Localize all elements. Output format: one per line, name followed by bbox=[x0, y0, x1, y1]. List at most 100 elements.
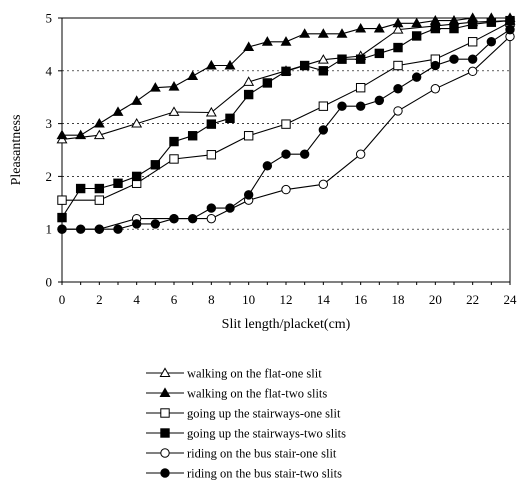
data-point-circle bbox=[281, 184, 291, 195]
data-point-square bbox=[169, 136, 179, 147]
data-point-circle bbox=[486, 37, 497, 47]
x-tick-label: 4 bbox=[133, 292, 140, 307]
series-3 bbox=[57, 17, 515, 205]
data-point-circle bbox=[169, 213, 179, 224]
y-tick-label: 0 bbox=[46, 275, 53, 290]
data-point-square bbox=[262, 78, 273, 88]
legend-item: going up the stairways-one slit bbox=[146, 407, 341, 421]
data-point-square bbox=[243, 89, 254, 100]
legend-label: riding on the bus stair-one slit bbox=[187, 447, 337, 461]
data-point-triangle bbox=[205, 59, 217, 70]
series-6 bbox=[57, 24, 515, 234]
data-point-square bbox=[131, 171, 142, 182]
data-point-triangle bbox=[243, 76, 255, 86]
x-tick-label: 0 bbox=[59, 292, 66, 307]
series-line bbox=[62, 21, 511, 201]
x-tick-label: 22 bbox=[466, 292, 479, 307]
data-point-triangle bbox=[392, 24, 404, 34]
legend-label: walking on the flat-two slits bbox=[187, 387, 327, 401]
data-point-square bbox=[430, 23, 441, 34]
x-tick-label: 12 bbox=[280, 292, 293, 307]
y-tick-label: 1 bbox=[46, 222, 53, 237]
series-line bbox=[62, 17, 510, 136]
data-point-triangle bbox=[93, 117, 105, 128]
data-point-square bbox=[467, 37, 478, 47]
data-point-square bbox=[411, 31, 422, 41]
data-point-square bbox=[355, 82, 366, 93]
data-point-triangle bbox=[159, 367, 171, 377]
series-line bbox=[62, 29, 511, 230]
data-point-circle bbox=[160, 468, 170, 478]
data-point-circle bbox=[281, 149, 291, 159]
data-point-square bbox=[94, 195, 105, 205]
x-tick-label: 24 bbox=[504, 292, 518, 307]
x-axis-title: Slit length/placket(cm) bbox=[222, 317, 351, 332]
data-point-square bbox=[169, 154, 179, 164]
data-point-circle bbox=[206, 203, 217, 213]
data-point-circle bbox=[225, 203, 235, 213]
data-point-square bbox=[94, 183, 105, 194]
data-point-square bbox=[206, 150, 217, 160]
legend-item: riding on the bus stair-one slit bbox=[146, 447, 337, 461]
data-point-triangle bbox=[168, 106, 180, 116]
data-point-circle bbox=[318, 179, 329, 190]
data-point-triangle bbox=[317, 54, 329, 64]
y-tick-label: 3 bbox=[46, 116, 53, 131]
x-tick-label: 14 bbox=[317, 292, 331, 307]
data-point-circle bbox=[94, 224, 105, 234]
data-point-circle bbox=[355, 101, 366, 111]
data-point-square bbox=[299, 60, 310, 71]
data-point-square bbox=[318, 101, 329, 111]
data-point-square bbox=[281, 119, 291, 129]
data-point-circle bbox=[355, 149, 366, 159]
data-point-square bbox=[225, 113, 235, 124]
legend-item: walking on the flat-two slits bbox=[146, 387, 327, 401]
data-point-square bbox=[113, 178, 123, 188]
data-point-circle bbox=[113, 224, 123, 234]
data-point-triangle bbox=[355, 22, 367, 33]
data-point-circle bbox=[299, 149, 310, 159]
data-point-square bbox=[281, 66, 291, 77]
data-point-triangle bbox=[75, 129, 87, 140]
y-tick-label: 4 bbox=[46, 63, 53, 78]
data-point-circle bbox=[318, 125, 329, 135]
data-point-square bbox=[57, 195, 67, 205]
data-point-square bbox=[486, 17, 497, 27]
data-point-triangle bbox=[243, 41, 255, 51]
series-2 bbox=[56, 12, 516, 140]
data-point-triangle bbox=[56, 129, 68, 140]
series-group bbox=[56, 12, 516, 234]
data-point-square bbox=[243, 131, 254, 141]
legend-label: riding on the bus stair-two slits bbox=[187, 467, 342, 481]
data-point-square bbox=[337, 54, 347, 64]
data-point-square bbox=[57, 212, 67, 223]
data-point-square bbox=[75, 183, 86, 194]
data-point-triangle bbox=[224, 59, 236, 70]
data-point-circle bbox=[449, 54, 459, 64]
x-tick-label: 2 bbox=[96, 292, 103, 307]
data-point-circle bbox=[430, 84, 441, 94]
data-point-circle bbox=[262, 161, 273, 171]
data-point-circle bbox=[505, 24, 515, 35]
data-point-square bbox=[505, 15, 515, 26]
data-point-triangle bbox=[131, 117, 143, 128]
series-4 bbox=[57, 15, 515, 223]
data-point-circle bbox=[374, 95, 385, 106]
legend-item: walking on the flat-one slit bbox=[146, 367, 322, 381]
data-point-circle bbox=[75, 224, 86, 234]
data-point-circle bbox=[243, 190, 254, 200]
data-point-circle bbox=[430, 60, 441, 71]
data-point-triangle bbox=[280, 36, 292, 46]
data-point-square bbox=[393, 42, 403, 53]
y-axis: 0 1 2 3 4 5 bbox=[46, 11, 62, 290]
data-point-square bbox=[160, 428, 170, 438]
data-point-square bbox=[150, 160, 161, 170]
data-point-circle bbox=[187, 213, 198, 224]
data-point-triangle bbox=[299, 28, 311, 38]
data-point-square bbox=[449, 23, 459, 34]
data-point-square bbox=[206, 119, 217, 129]
x-axis: 0 2 4 6 8 10 12 14 16 18 20 22 24 bbox=[59, 282, 517, 307]
data-point-triangle bbox=[336, 28, 348, 38]
data-point-circle bbox=[160, 448, 170, 458]
x-tick-label: 6 bbox=[171, 292, 178, 307]
